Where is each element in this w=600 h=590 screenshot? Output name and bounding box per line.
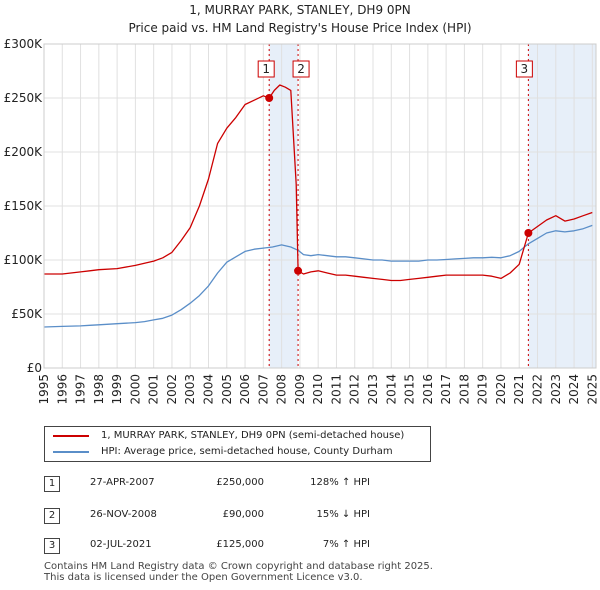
x-tick-label: 2005 — [220, 374, 234, 405]
y-tick-label: £150K — [4, 199, 44, 213]
transaction-hpi-change: 7% ↑ HPI — [322, 539, 370, 550]
x-tick-label: 1995 — [37, 374, 51, 405]
x-tick-label: 1999 — [110, 374, 124, 405]
sale-number-label: 3 — [521, 62, 529, 76]
x-tick-label: 2008 — [275, 374, 289, 405]
y-tick-label: £100K — [4, 253, 44, 267]
x-tick-label: 1998 — [92, 374, 106, 405]
x-tick-label: 2011 — [329, 374, 343, 405]
transaction-hpi-change: 128% ↑ HPI — [310, 477, 370, 488]
chart-subtitle: Price paid vs. HM Land Registry's House … — [128, 21, 471, 35]
legend-swatch-property — [53, 435, 89, 437]
x-tick-label: 2012 — [348, 374, 362, 405]
transaction-number: 1 — [44, 476, 60, 492]
sale-number-box — [292, 60, 310, 78]
legend: 1, MURRAY PARK, STANLEY, DH9 0PN (semi-d… — [44, 426, 431, 462]
footer-copyright: Contains HM Land Registry data © Crown c… — [44, 561, 433, 572]
sale-number-label: 1 — [262, 62, 270, 76]
y-tick-label: £0 — [27, 361, 42, 375]
x-tick-label: 2000 — [128, 374, 142, 405]
x-tick-label: 2025 — [585, 374, 599, 405]
transaction-date: 26-NOV-2008 — [90, 509, 157, 520]
x-tick-label: 2018 — [457, 374, 471, 405]
chart-title: 1, MURRAY PARK, STANLEY, DH9 0PN — [189, 3, 411, 17]
footer-license: This data is licensed under the Open Gov… — [44, 572, 363, 583]
plot-border — [43, 43, 597, 369]
x-tick-label: 2022 — [531, 374, 545, 405]
legend-label-property: 1, MURRAY PARK, STANLEY, DH9 0PN (semi-d… — [101, 430, 405, 441]
x-tick-label: 2024 — [567, 374, 581, 405]
x-tick-label: 2001 — [147, 374, 161, 405]
x-tick-label: 2006 — [238, 374, 252, 405]
x-tick-label: 2014 — [384, 374, 398, 405]
sale-number-box — [515, 60, 533, 78]
sale-number-label: 2 — [297, 62, 305, 76]
x-tick-label: 2017 — [439, 374, 453, 405]
x-tick-label: 2002 — [165, 374, 179, 405]
x-tick-label: 2007 — [256, 374, 270, 405]
price-chart: 1, MURRAY PARK, STANLEY, DH9 0PN Price p… — [4, 3, 600, 405]
transaction-price: £90,000 — [222, 509, 264, 520]
y-tick-label: £200K — [4, 145, 44, 159]
footer: Contains HM Land Registry data © Crown c… — [44, 561, 433, 583]
transaction-date: 02-JUL-2021 — [90, 539, 152, 550]
x-tick-label: 2013 — [366, 374, 380, 405]
sale-point — [524, 229, 533, 237]
series-line-hpi — [43, 224, 593, 328]
sale-point — [294, 266, 303, 275]
transaction-price: £250,000 — [216, 477, 264, 488]
x-tick-label: 2003 — [183, 374, 197, 405]
x-tick-label: 2019 — [476, 374, 490, 405]
x-tick-label: 2004 — [202, 374, 216, 405]
transaction-number: 3 — [44, 538, 60, 554]
transaction-date: 27-APR-2007 — [90, 477, 155, 488]
legend-swatch-hpi — [53, 451, 89, 453]
x-tick-label: 2020 — [494, 374, 508, 405]
y-tick-label: £300K — [4, 37, 44, 51]
y-tick-label: £250K — [4, 91, 44, 105]
x-tick-label: 1996 — [55, 374, 69, 405]
y-tick-label: £50K — [11, 307, 43, 321]
transaction-number: 2 — [44, 508, 60, 524]
x-tick-label: 2023 — [549, 374, 563, 405]
transaction-price: £125,000 — [216, 539, 264, 550]
x-tick-label: 2015 — [403, 374, 417, 405]
x-tick-label: 2009 — [293, 374, 307, 405]
legend-label-hpi: HPI: Average price, semi-detached house,… — [101, 446, 393, 457]
x-tick-label: 1997 — [74, 374, 88, 405]
x-tick-label: 2010 — [311, 374, 325, 405]
x-tick-label: 2016 — [421, 374, 435, 405]
series-line-property — [44, 84, 593, 282]
transaction-hpi-change: 15% ↓ HPI — [316, 509, 370, 520]
sale-number-box — [257, 60, 275, 78]
sale-point — [265, 94, 274, 102]
x-tick-label: 2021 — [512, 374, 526, 405]
